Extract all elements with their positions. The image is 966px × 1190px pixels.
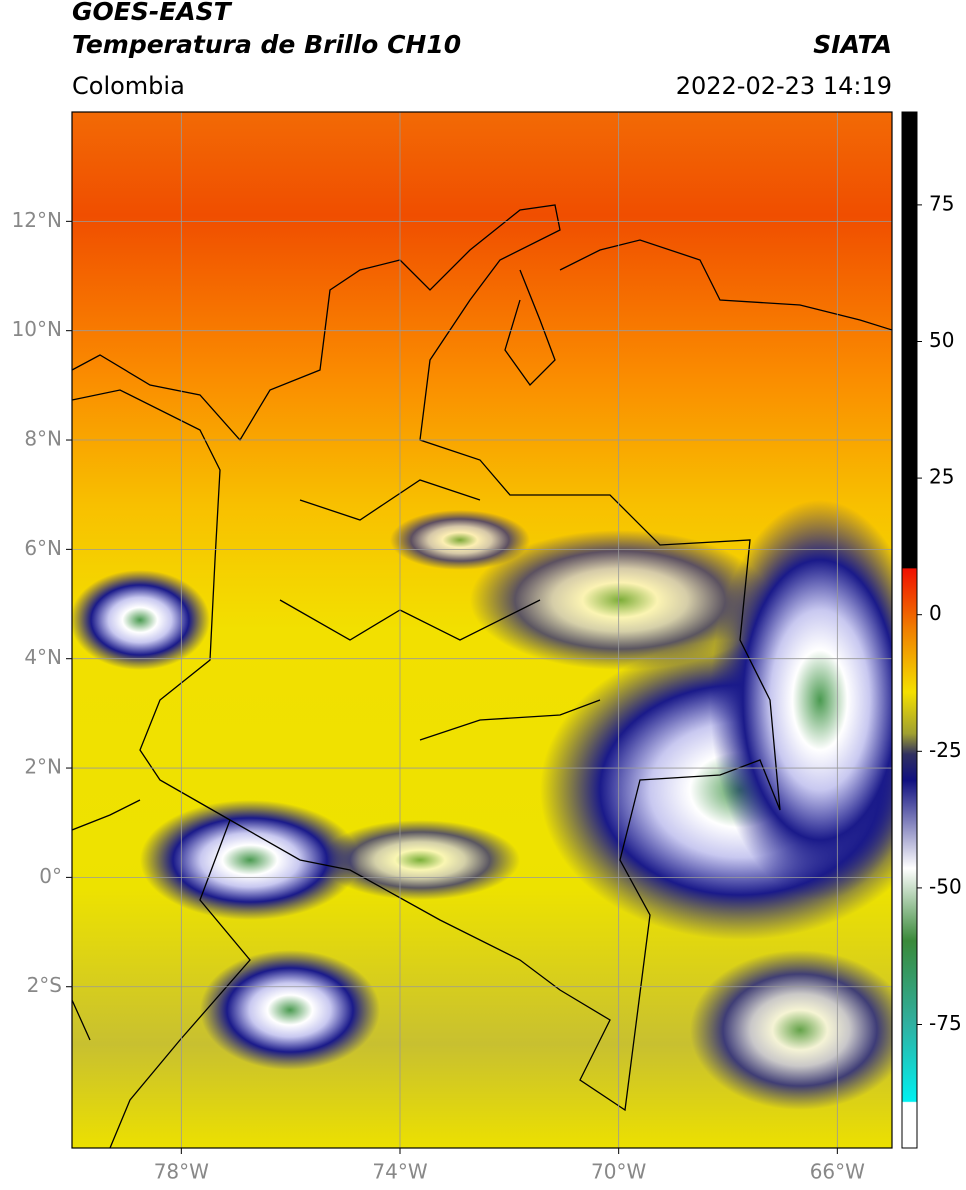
colorbar	[901, 111, 918, 1149]
colorbar-label: -25	[929, 738, 962, 762]
y-tick-label: 0°	[39, 864, 62, 888]
source: SIATA	[813, 30, 892, 59]
colorbar-label: -50	[929, 874, 962, 898]
cloud	[390, 510, 530, 570]
y-tick-label: 12°N	[12, 208, 62, 232]
border	[504, 269, 556, 387]
cloud	[72, 570, 210, 670]
y-tick-label: 10°N	[12, 317, 62, 341]
colorbar-label: 0	[929, 601, 942, 625]
border	[72, 799, 141, 1041]
colorbar-label: -75	[929, 1011, 962, 1035]
colorbar-label: 50	[929, 328, 954, 352]
cloud	[690, 950, 892, 1110]
border	[72, 204, 781, 1112]
cloud	[140, 800, 360, 920]
satellite-image	[72, 112, 892, 1148]
y-tick-label: 2°S	[27, 973, 62, 997]
border	[559, 239, 892, 331]
colorbar-label: 75	[929, 191, 954, 215]
datetime: 2022-02-23 14:19	[676, 72, 892, 100]
subtitle: Temperatura de Brillo CH10	[72, 30, 461, 59]
cloud	[200, 950, 380, 1070]
region: Colombia	[72, 72, 185, 100]
y-tick-label: 4°N	[24, 645, 62, 669]
x-tick-label: 74°W	[372, 1160, 427, 1184]
x-tick-label: 66°W	[810, 1160, 865, 1184]
y-tick-label: 2°N	[24, 755, 62, 779]
title: GOES-EAST	[72, 0, 233, 26]
cloud	[320, 820, 520, 900]
y-tick-label: 8°N	[24, 427, 62, 451]
x-tick-label: 70°W	[591, 1160, 646, 1184]
colorbar-label: 25	[929, 465, 954, 489]
y-tick-label: 6°N	[24, 536, 62, 560]
cloud	[470, 530, 770, 670]
borders	[72, 204, 892, 1148]
grid	[72, 112, 892, 1148]
border	[109, 819, 251, 1148]
map-frame	[71, 111, 893, 1149]
x-tick-label: 78°W	[154, 1160, 209, 1184]
